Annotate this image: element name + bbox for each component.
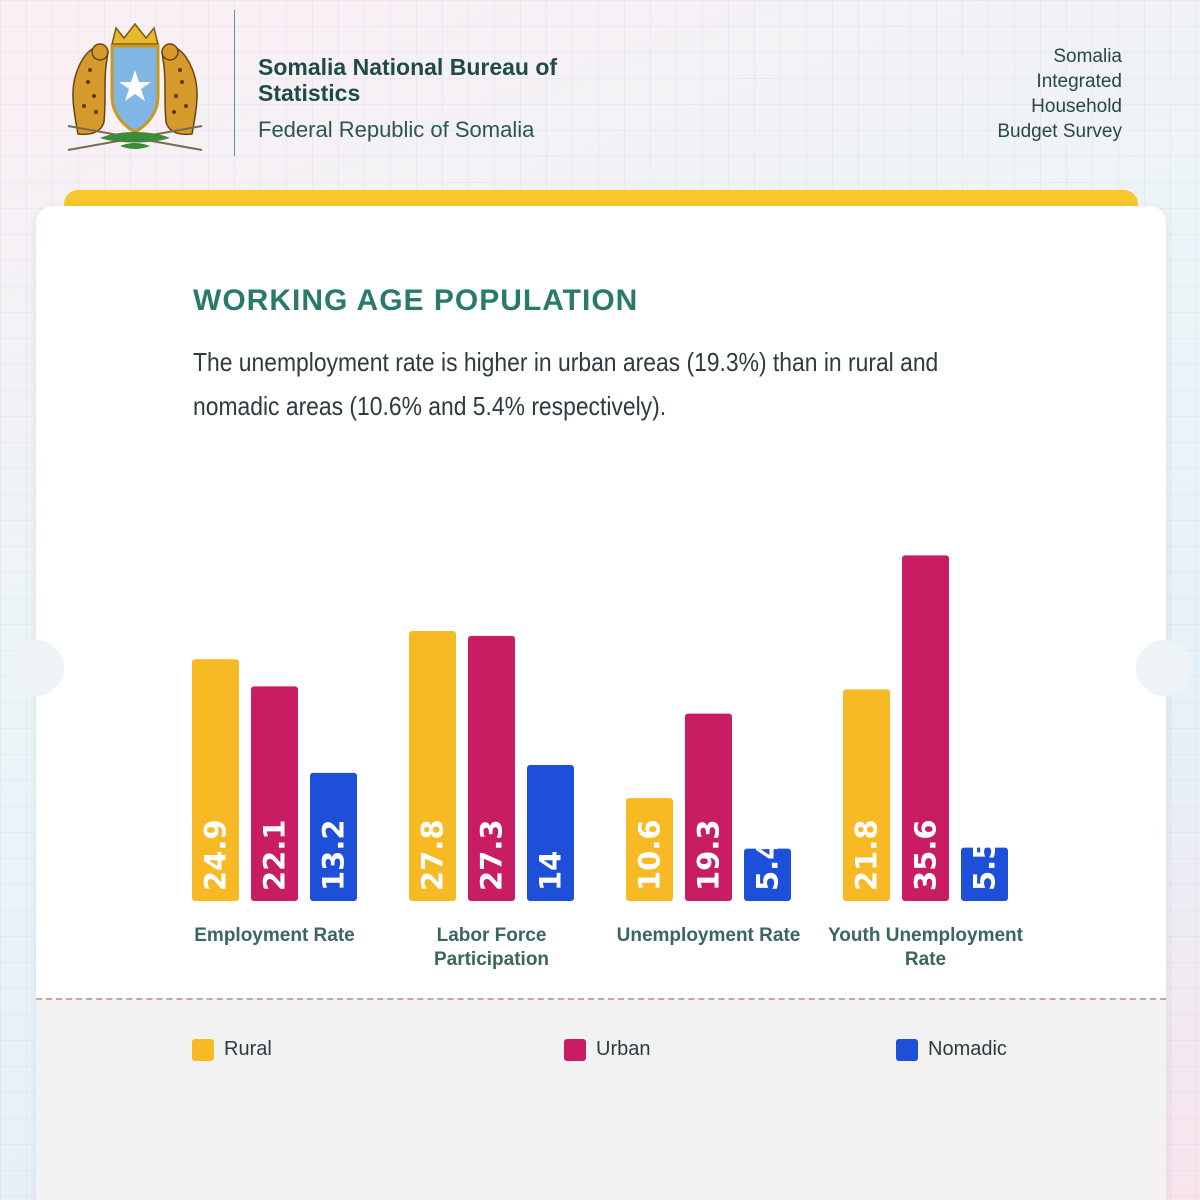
bar-value-label: 19.3 bbox=[692, 819, 726, 891]
survey-line: Household bbox=[1031, 96, 1122, 117]
survey-line: Somalia bbox=[1053, 46, 1122, 67]
bar-rural bbox=[843, 689, 890, 901]
legend-swatch bbox=[192, 1038, 214, 1061]
category-label: Labor Force bbox=[437, 925, 547, 946]
legend-swatch bbox=[896, 1038, 918, 1061]
bar-value-label: 5.5 bbox=[968, 840, 1002, 891]
bar-value-label: 27.3 bbox=[475, 819, 509, 891]
bar-urban bbox=[685, 713, 732, 901]
card-notch-right bbox=[1136, 640, 1192, 696]
legend-item-urban: Urban bbox=[564, 1038, 650, 1061]
bar-value-label: 27.8 bbox=[416, 819, 450, 891]
org-subtitle: Federal Republic of Somalia bbox=[258, 117, 535, 142]
bar-value-label: 5.4 bbox=[751, 840, 785, 891]
crown-icon bbox=[111, 22, 159, 45]
survey-line: Integrated bbox=[1036, 71, 1122, 92]
chart-title: WORKING AGE POPULATION bbox=[193, 284, 639, 317]
category-label: Youth Unemployment bbox=[828, 925, 1024, 946]
bar-urban bbox=[251, 686, 298, 901]
bar-value-label: 35.6 bbox=[909, 819, 943, 891]
bar-nomadic bbox=[961, 847, 1008, 901]
survey-name: Somalia Integrated Household Budget Surv… bbox=[902, 44, 1122, 144]
survey-line: Budget Survey bbox=[997, 121, 1122, 142]
bar-value-label: 21.8 bbox=[850, 819, 884, 891]
coat-of-arms-logo bbox=[67, 22, 203, 151]
legend-item-nomadic: Nomadic bbox=[896, 1038, 1007, 1061]
legend-label: Rural bbox=[224, 1038, 272, 1060]
legend-label: Nomadic bbox=[928, 1038, 1007, 1060]
bar-rural bbox=[409, 631, 456, 901]
header-divider bbox=[234, 10, 235, 156]
leopard-left-icon bbox=[72, 43, 109, 136]
bar-rural bbox=[626, 798, 673, 901]
bar-nomadic bbox=[310, 772, 357, 901]
category-label: Participation bbox=[434, 949, 549, 970]
bar-value-label: 13.2 bbox=[317, 819, 351, 891]
card-notch-left bbox=[8, 640, 64, 696]
bar-nomadic bbox=[527, 765, 574, 901]
legend-swatch bbox=[564, 1038, 586, 1061]
bar-value-label: 24.9 bbox=[199, 819, 233, 891]
bar-nomadic bbox=[744, 848, 791, 901]
category-label: Unemployment Rate bbox=[617, 925, 801, 946]
bar-value-label: 10.6 bbox=[633, 819, 667, 891]
bar-urban bbox=[902, 555, 949, 901]
org-name: Somalia National Bureau of Statistics bbox=[258, 54, 558, 106]
legend-item-rural: Rural bbox=[192, 1038, 272, 1061]
bar-rural bbox=[192, 659, 239, 901]
torn-paper-edge bbox=[36, 1128, 1166, 1198]
bar-value-label: 22.1 bbox=[258, 819, 292, 891]
bar-value-label: 14 bbox=[534, 851, 568, 891]
category-label: Rate bbox=[905, 949, 946, 970]
category-label: Employment Rate bbox=[194, 925, 354, 946]
legend-label: Urban bbox=[596, 1038, 651, 1060]
chart-baseline bbox=[150, 901, 1050, 919]
star-icon bbox=[119, 70, 151, 101]
bar-urban bbox=[468, 635, 515, 901]
chart-subtitle: The unemployment rate is higher in urban… bbox=[193, 347, 939, 421]
leopard-right-icon bbox=[161, 43, 198, 136]
